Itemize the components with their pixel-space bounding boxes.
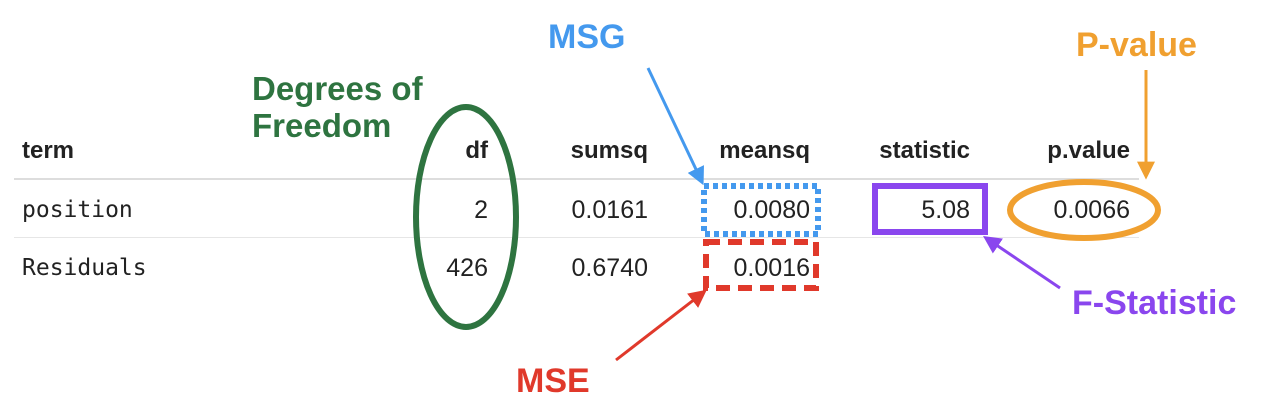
f-statistic-label: F-Statistic: [1072, 284, 1237, 322]
header-sumsq: sumsq: [570, 137, 648, 164]
header-df: df: [465, 137, 488, 164]
p-value-highlight-ellipse: [1007, 179, 1161, 241]
header-term: term: [22, 137, 75, 164]
cell-df: 426: [446, 254, 488, 282]
cell-term: Residuals: [22, 255, 147, 281]
degrees-of-freedom-label: Degrees of Freedom: [252, 70, 423, 144]
cell-statistic: 5.08: [921, 196, 970, 224]
header-p-value: p.value: [1047, 137, 1130, 164]
mse-arrow: [615, 289, 707, 362]
mse-label: MSE: [516, 362, 590, 400]
cell-sumsq: 0.6740: [571, 254, 648, 282]
mse-highlight-box: [703, 239, 819, 291]
cell-df: 2: [474, 196, 488, 224]
f-statistic-highlight-box: [872, 183, 988, 235]
cell-meansq: 0.0080: [733, 196, 810, 224]
msg-label: MSG: [548, 18, 626, 56]
degrees-of-freedom-line2: Freedom: [252, 107, 392, 144]
cell-p-value: 0.0066: [1053, 196, 1130, 224]
msg-highlight-box: [701, 183, 821, 237]
p-value-label: P-value: [1076, 26, 1197, 64]
df-highlight-ellipse: [413, 104, 519, 330]
msg-arrow: [646, 67, 704, 186]
header-meansq: meansq: [719, 137, 810, 164]
cell-term: position: [22, 197, 133, 223]
cell-meansq: 0.0016: [733, 254, 810, 282]
row-divider: [14, 237, 1139, 238]
header-divider: [14, 178, 1139, 180]
cell-sumsq: 0.0161: [571, 196, 648, 224]
header-statistic: statistic: [879, 137, 970, 164]
f-statistic-arrow: [983, 235, 1061, 290]
degrees-of-freedom-line1: Degrees of: [252, 70, 423, 107]
